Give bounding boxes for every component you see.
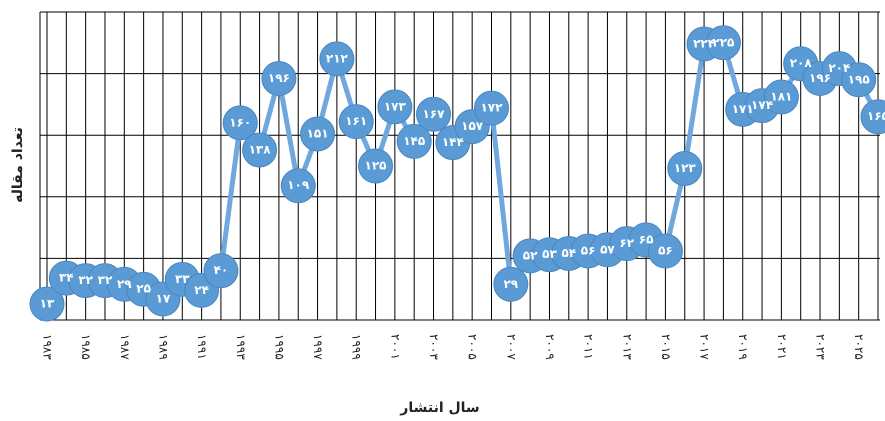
data-label: ۵۳: [542, 247, 557, 261]
point: [841, 62, 877, 98]
data-label: ۵۲: [523, 248, 538, 262]
data-label: ۱۲۳: [674, 161, 697, 175]
data-label: ۲۱۲: [326, 51, 349, 65]
data-label: ۲۲۵: [712, 35, 734, 49]
point: [705, 25, 741, 61]
x-tick-label: ۲۰۰۱: [388, 334, 402, 360]
x-tick-label: ۲۰۰۳: [427, 334, 441, 360]
data-label: ۳۲: [78, 273, 93, 287]
point: [261, 61, 297, 97]
data-label: ۱۵۱: [307, 126, 329, 140]
point: [860, 99, 885, 135]
point: [473, 90, 509, 126]
data-label: ۱۵۷: [461, 119, 484, 133]
data-label: ۲۹: [117, 277, 132, 291]
data-label: ۳۳: [175, 272, 190, 286]
point: [203, 253, 239, 289]
data-label: ۳۴: [59, 271, 74, 285]
data-label: ۵۴: [561, 246, 576, 260]
data-label: ۱۷۱: [732, 102, 754, 116]
point: [280, 168, 316, 204]
point: [222, 105, 258, 141]
data-label: ۱۷: [156, 292, 171, 306]
data-label: ۴۰: [214, 263, 229, 277]
point: [358, 148, 394, 184]
data-label: ۱۴۵: [403, 134, 425, 148]
data-label: ۱۰۹: [287, 178, 310, 192]
data-label: ۱۶۰: [229, 115, 251, 129]
line: [44, 40, 881, 306]
x-tick-label: ۲۰۰۵: [466, 334, 480, 360]
x-tick-label: ۲۰۰۹: [543, 334, 557, 360]
data-label: ۱۶۵: [867, 109, 885, 123]
data-label: ۲۵: [136, 282, 151, 296]
data-label: ۱۷۲: [480, 101, 503, 115]
data-label: ۱۶۱: [345, 114, 367, 128]
data-label: ۱۷۴: [751, 98, 773, 112]
x-tick-label: ۱۹۸۳: [41, 334, 55, 360]
x-tick-label: ۱۹۸۷: [118, 334, 132, 360]
point: [300, 116, 336, 152]
x-tick-label: ۲۰۱۱: [582, 334, 596, 360]
data-label: ۶۵: [639, 232, 654, 246]
point: [338, 104, 374, 140]
data-label: ۵۷: [600, 242, 615, 256]
data-label: ۱۴۴: [442, 135, 464, 149]
x-axis-label: سال انتشار: [399, 400, 479, 416]
data-label: ۱۶۷: [423, 107, 446, 121]
x-tick-label: ۱۹۹۷: [311, 334, 325, 360]
x-tick-label: ۲۰۰۷: [504, 334, 518, 360]
x-tick-label: ۲۰۲۵: [852, 334, 866, 360]
x-tick-label: ۱۹۹۳: [234, 334, 248, 360]
point: [763, 79, 799, 115]
data-label: ۵۶: [658, 244, 673, 258]
point: [647, 233, 683, 269]
data-label: ۲۲۴: [693, 37, 715, 51]
data-label: ۵۶: [581, 244, 596, 258]
point: [377, 89, 413, 125]
point: [396, 123, 432, 159]
data-label: ۶۲: [619, 236, 634, 250]
x-tick-label: ۱۹۹۵: [272, 334, 286, 360]
data-label: ۱۷۳: [384, 99, 407, 113]
data-label: ۱۹۶: [268, 71, 290, 85]
point: [29, 286, 65, 322]
point: [667, 150, 703, 186]
data-label: ۲۰۸: [790, 56, 813, 70]
point: [416, 96, 452, 132]
data-label: ۱۸۱: [770, 90, 792, 104]
x-tick-label: ۱۹۸۵: [79, 334, 93, 360]
x-tick-label: ۲۰۲۱: [775, 334, 789, 360]
point: [319, 41, 355, 77]
point: [242, 132, 278, 168]
x-tick-label: ۲۰۱۵: [659, 334, 673, 360]
data-label: ۳۲: [98, 273, 113, 287]
data-label: ۱۳۸: [249, 142, 272, 156]
x-tick-label: ۱۹۹۹: [350, 334, 364, 360]
x-tick-label: ۲۰۲۳: [814, 334, 828, 360]
y-axis-label: تعداد مقاله: [10, 127, 26, 203]
data-label: ۱۳: [40, 296, 55, 310]
data-label: ۲۹: [503, 277, 518, 291]
point: [493, 266, 529, 302]
data-label: ۱۲۵: [365, 159, 387, 173]
x-tick-label: ۲۰۱۷: [698, 334, 712, 360]
x-tick-label: ۲۰۱۳: [620, 334, 634, 360]
data-label: ۲۴: [194, 283, 209, 297]
data-label: ۱۹۵: [848, 72, 870, 86]
x-tick-label: ۱۹۹۱: [195, 334, 209, 360]
x-tick-label: ۲۰۱۹: [736, 334, 750, 360]
data-label: ۲۰۴: [828, 61, 850, 75]
data-label: ۱۹۶: [809, 71, 831, 85]
x-tick-label: ۱۹۸۹: [156, 334, 170, 360]
